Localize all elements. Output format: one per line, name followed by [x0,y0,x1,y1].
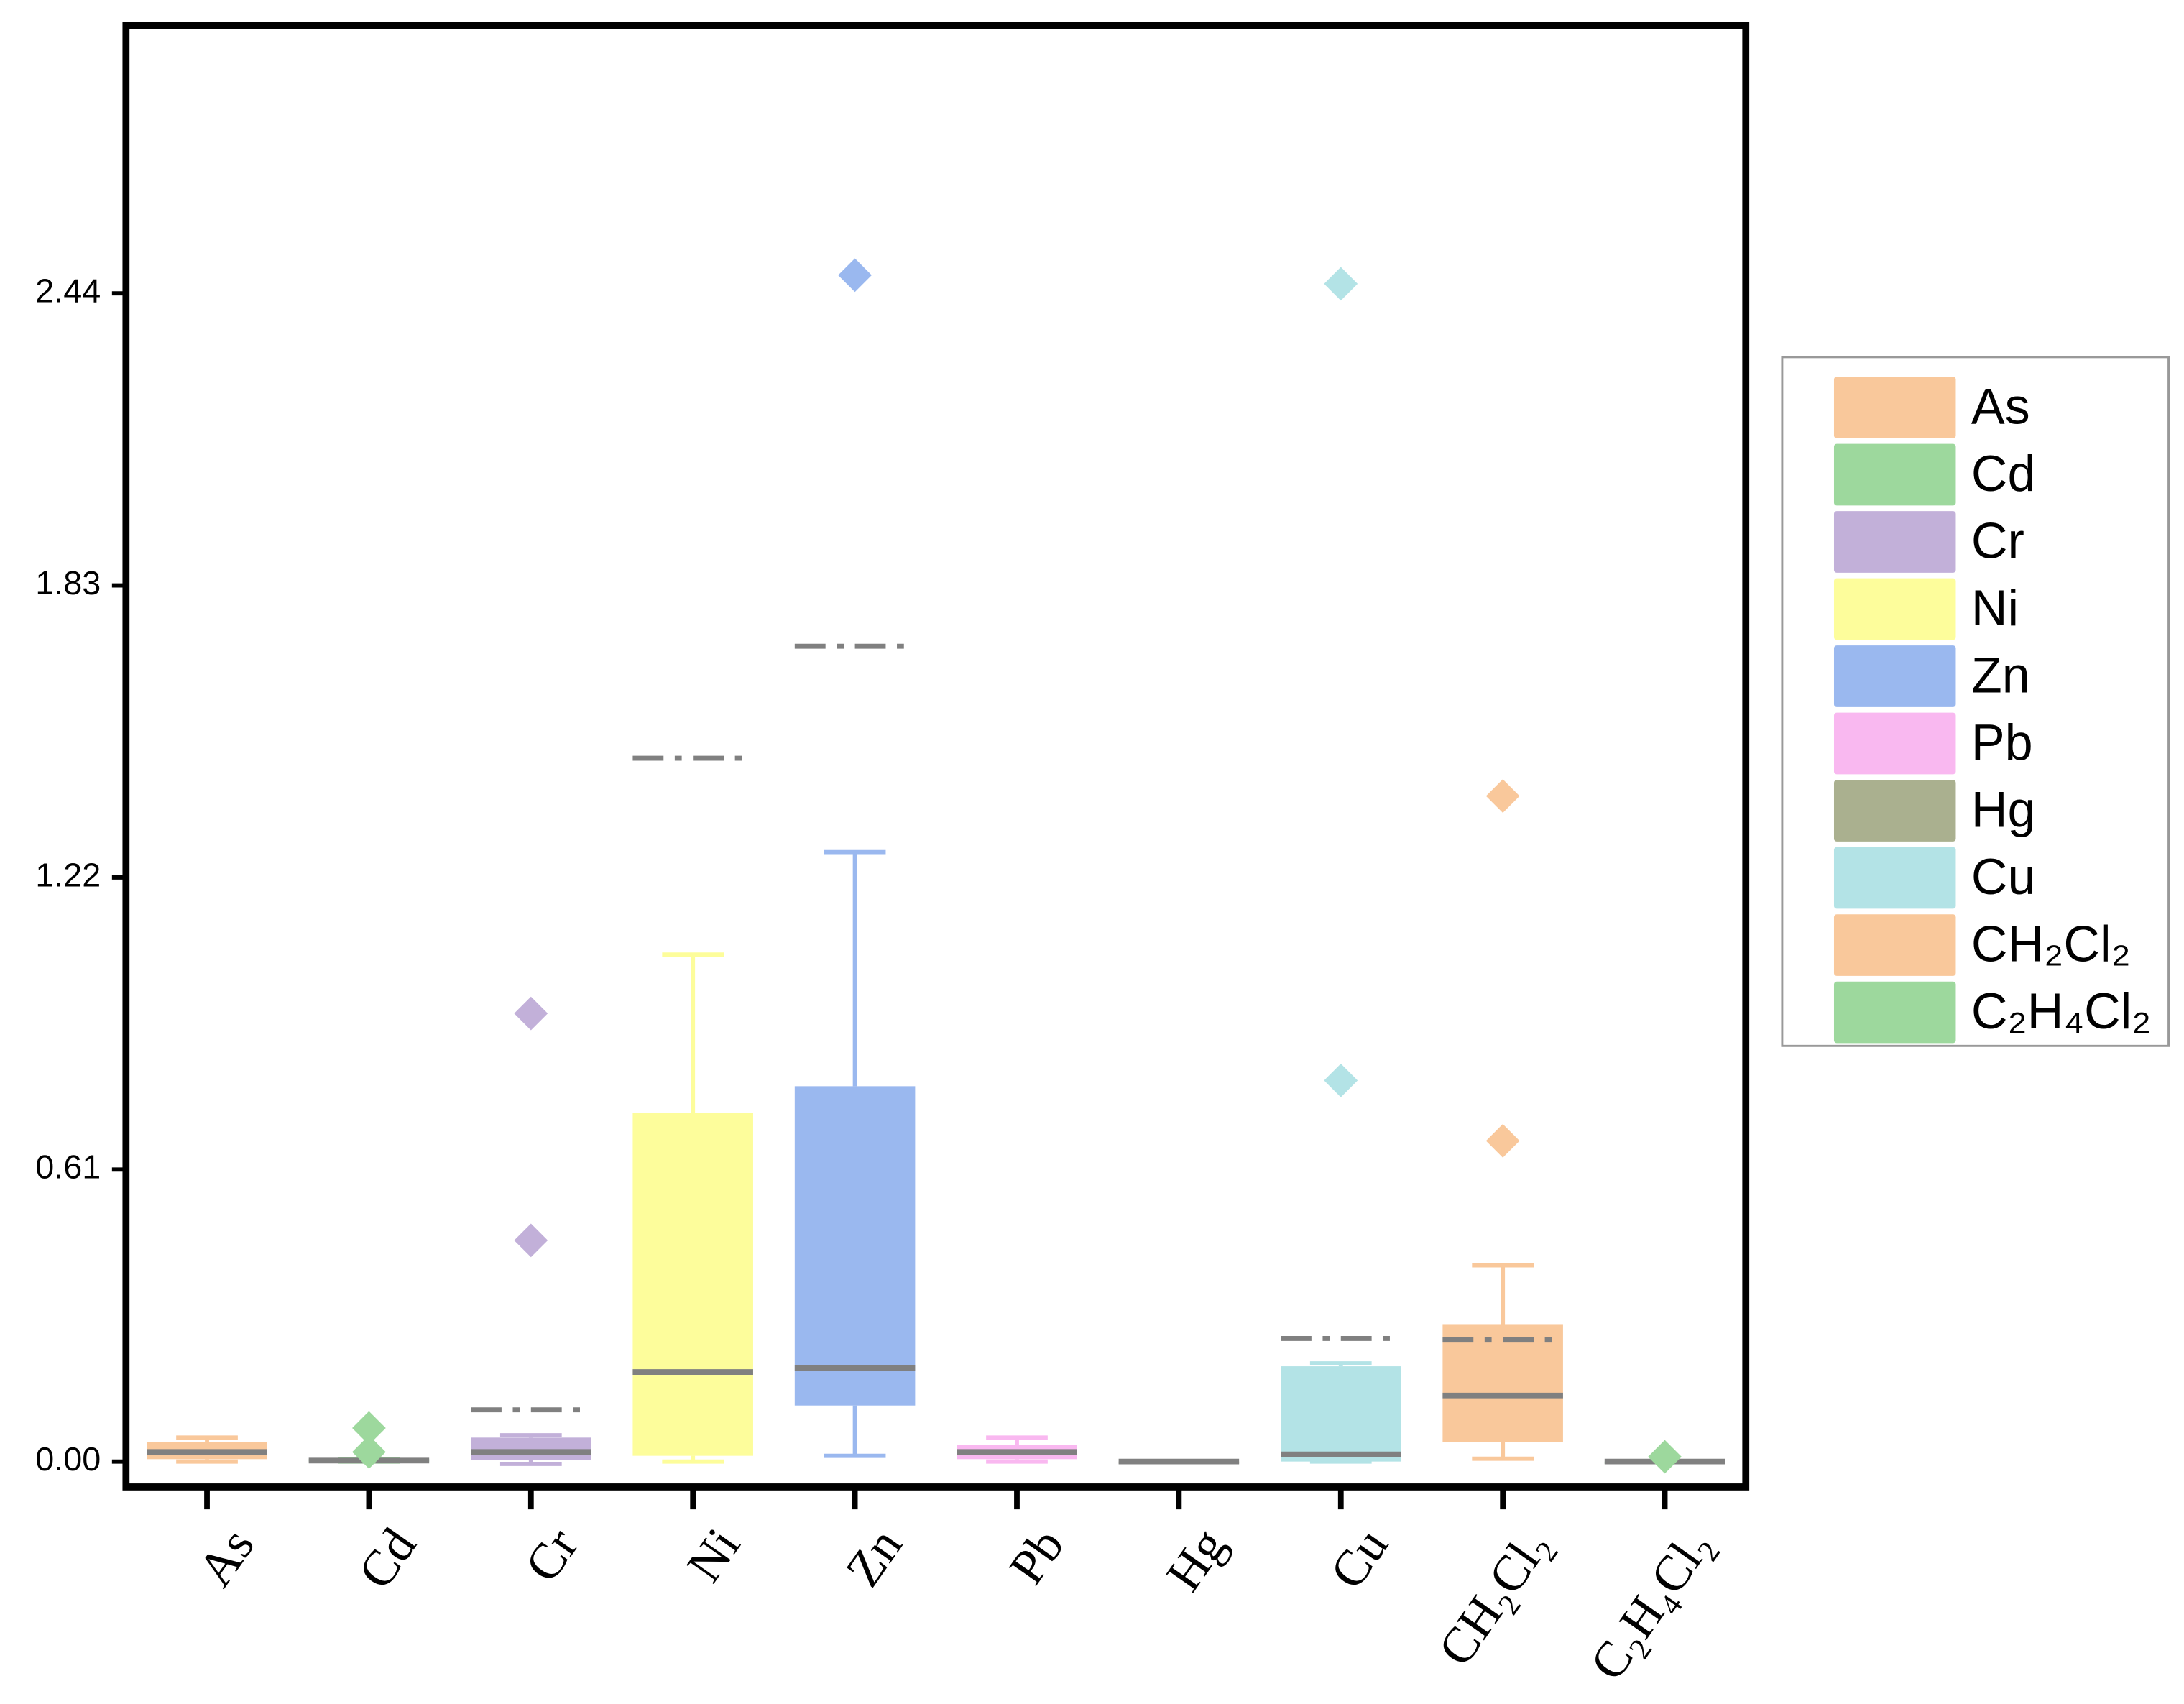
legend-swatch [1833,443,1956,506]
box [471,1437,591,1460]
legend-swatch [1833,981,1956,1044]
y-tick-label: 1.83 [35,564,101,602]
y-tick-label: 2.44 [35,272,101,310]
legend-label: Cd [1971,446,2036,502]
box [1442,1324,1563,1442]
legend-label: CH₂Cl₂ [1971,916,2131,972]
x-tick-label: Hg [1156,1519,1237,1601]
x-tick-label: Ni [677,1519,751,1592]
legend-swatch [1833,847,1956,909]
outlier [1648,1440,1682,1474]
legend-label: C₂H₄Cl₂ [1971,983,2152,1039]
x-tick-label: Cd [348,1519,427,1598]
legend-label: Hg [1971,781,2036,837]
legend-label: As [1971,378,2030,434]
legend-swatch [1833,712,1956,775]
legend-label: Zn [1971,647,2030,703]
outlier [1485,1123,1520,1158]
x-tick-label: CH₂Cl₂ [1428,1519,1561,1675]
legend-swatch [1833,578,1956,640]
y-tick-label: 0.61 [35,1148,101,1186]
plot-frame [122,22,1750,1491]
outlier [838,258,872,293]
outlier [352,1434,386,1469]
x-tick-label: Pb [999,1519,1075,1594]
y-tick-label: 0.00 [35,1440,101,1478]
outlier [1485,779,1520,814]
legend-swatch [1833,780,1956,842]
legend-swatch [1833,645,1956,707]
legend-label: Pb [1971,714,2033,770]
legend-swatch [1833,511,1956,573]
legend-swatch [1833,914,1956,976]
legend-label: Cr [1971,512,2024,568]
legend-label: Ni [1971,580,2019,636]
box [632,1113,753,1456]
outlier [514,1223,548,1258]
x-tick-label: Zn [836,1519,913,1596]
box [794,1086,916,1406]
outlier [352,1411,386,1445]
x-tick-label: Cr [515,1519,589,1592]
legend-swatch [1833,377,1956,438]
outlier [514,996,548,1031]
x-tick-label: As [188,1519,265,1596]
box [1281,1366,1401,1462]
outlier [1324,1064,1358,1097]
outlier [1324,267,1358,301]
x-tick-label: C₂H₄Cl₂ [1580,1519,1723,1690]
y-tick-label: 1.22 [35,856,101,893]
x-tick-label: Cu [1320,1519,1399,1598]
legend-label: Cu [1971,849,2036,905]
